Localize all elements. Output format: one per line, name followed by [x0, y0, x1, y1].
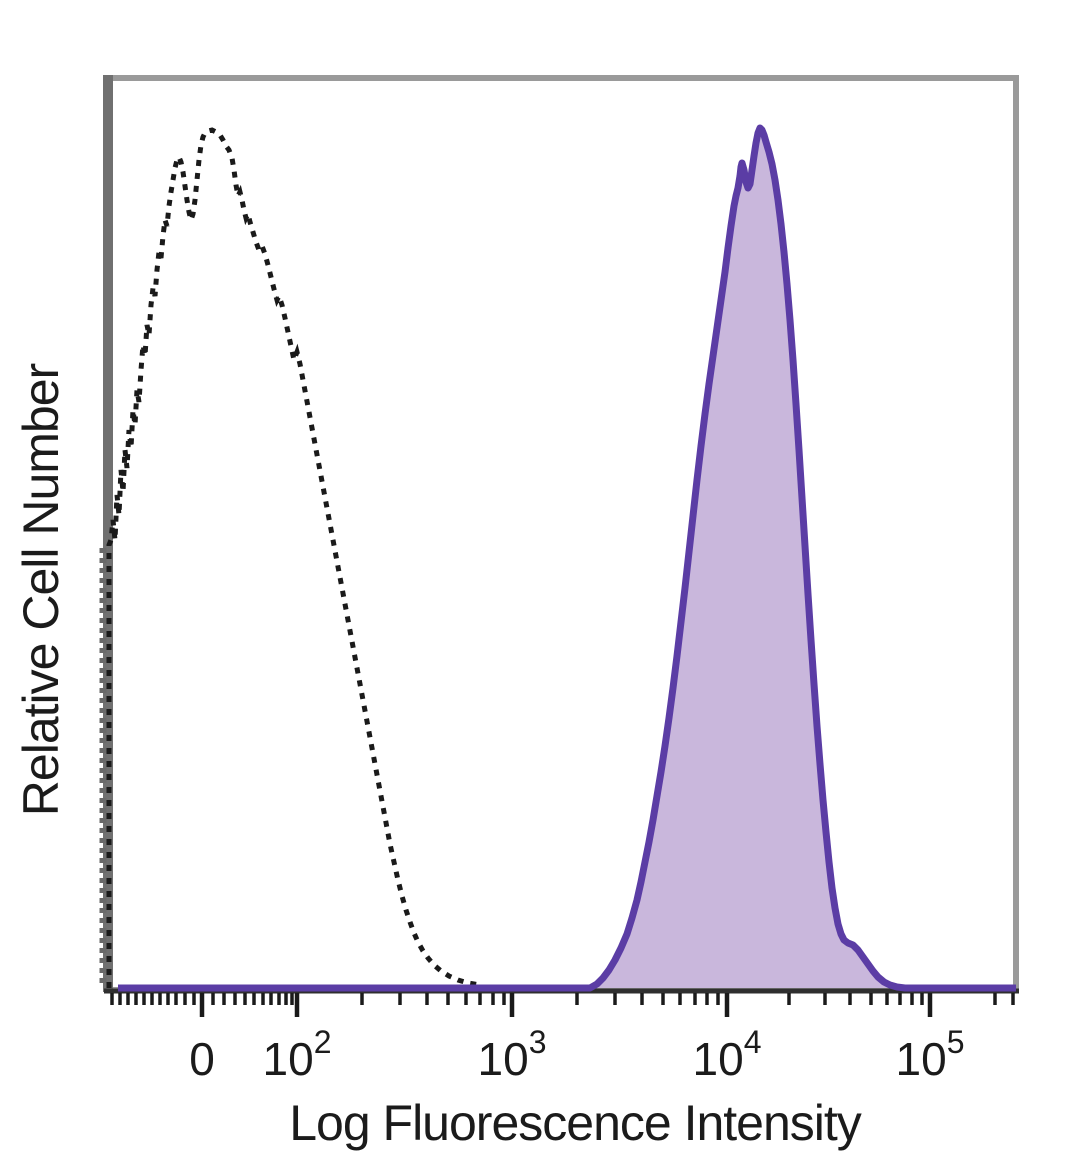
x-tick-label: 105 — [896, 1024, 965, 1085]
stained-curve-fill — [118, 128, 1016, 988]
x-tick-label: 103 — [478, 1024, 547, 1085]
x-axis-ticks — [110, 993, 1015, 1017]
axis-labels: Log Fluorescence Intensity Relative Cell… — [13, 363, 964, 1151]
histogram-curves — [106, 124, 1016, 992]
x-tick-label: 102 — [263, 1024, 332, 1085]
x-tick-label: 104 — [693, 1024, 762, 1085]
plot-frame — [99, 75, 1019, 994]
stained-curve-outline — [118, 124, 1016, 992]
x-axis-title: Log Fluorescence Intensity — [289, 1095, 862, 1151]
control-curve — [106, 127, 481, 988]
y-axis-title: Relative Cell Number — [13, 363, 69, 816]
x-tick-label: 0 — [189, 1033, 215, 1085]
